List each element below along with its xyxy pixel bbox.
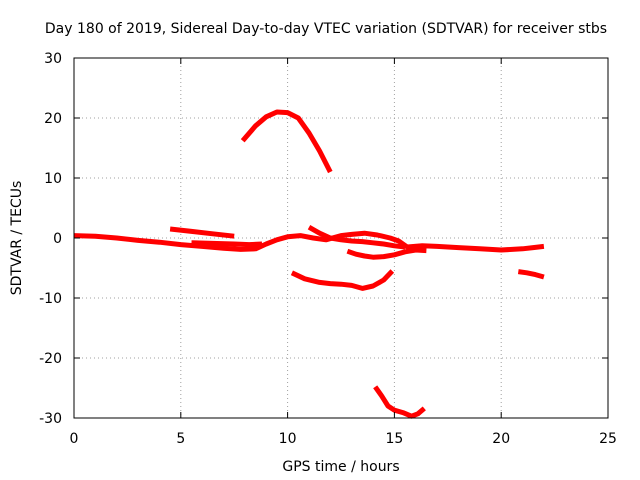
x-tick-label: 25 (599, 431, 617, 447)
y-axis-label: SDTVAR / TECUs (9, 181, 25, 296)
x-tick-label: 10 (279, 431, 297, 447)
y-tick-label: 0 (53, 231, 62, 247)
series-track-9 (517, 269, 545, 280)
x-axis-label: GPS time / hours (282, 459, 399, 475)
x-tick-label: 20 (492, 431, 510, 447)
x-tick-label: 5 (176, 431, 185, 447)
series-track-1 (73, 230, 545, 253)
x-tick-label: 15 (385, 431, 403, 447)
series-group (73, 109, 545, 419)
y-tick-label: 20 (44, 111, 62, 127)
series-track-3 (191, 240, 263, 248)
axis-ticks: 0 5 10 15 20 25 -30 -20 -10 0 10 20 30 (39, 51, 617, 447)
series-track-6 (346, 247, 427, 260)
y-tick-label: -30 (39, 411, 62, 427)
x-tick-label: 0 (70, 431, 79, 447)
series-track-7 (290, 269, 395, 291)
series-track-8 (373, 385, 426, 419)
y-tick-label: 30 (44, 51, 62, 67)
series-track-2 (169, 226, 235, 239)
series-track-5 (307, 225, 406, 250)
y-tick-label: 10 (44, 171, 62, 187)
grid (74, 58, 608, 418)
chart-title: Day 180 of 2019, Sidereal Day-to-day VTE… (45, 21, 607, 37)
series-track-4 (240, 109, 333, 174)
y-tick-label: -10 (39, 291, 62, 307)
y-tick-label: -20 (39, 351, 62, 367)
